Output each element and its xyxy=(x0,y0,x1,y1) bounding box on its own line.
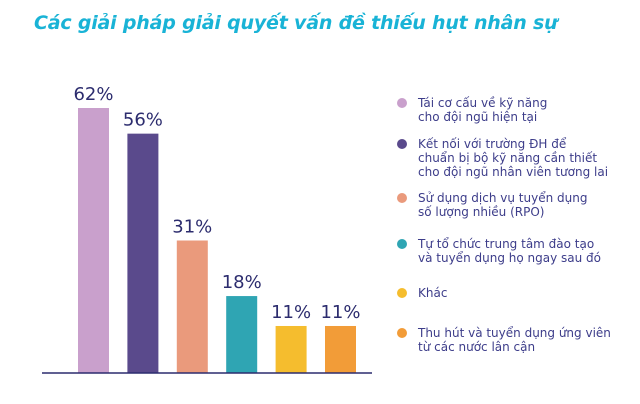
value-label-2: 56% xyxy=(123,110,163,131)
bar-3 xyxy=(176,240,208,373)
legend-label-4-line-2: và tuyển dụng họ ngay sau đó xyxy=(418,251,601,265)
legend-label-2-line-2: chuẩn bị bộ kỹ năng cần thiết xyxy=(418,151,597,165)
legend-label-1-line-1: Tái cơ cấu về kỹ năng xyxy=(417,96,547,110)
bar-1 xyxy=(78,108,109,373)
value-label-4: 18% xyxy=(222,272,262,293)
legend-marker-4 xyxy=(397,239,407,249)
bar-5 xyxy=(275,325,307,373)
legend-label-6-line-1: Thu hút và tuyển dụng ứng viên xyxy=(417,326,611,340)
value-label-6: 11% xyxy=(320,302,360,323)
legend-marker-2 xyxy=(397,139,407,149)
bar-4 xyxy=(226,296,258,373)
legend-label-1-line-2: cho đội ngũ hiện tại xyxy=(418,110,537,124)
legend-label-3-line-1: Sử dụng dịch vụ tuyển dụng xyxy=(418,191,587,205)
legend-marker-1 xyxy=(397,98,407,108)
legend-label-4-line-1: Tự tổ chức trung tâm đào tạo xyxy=(417,237,594,251)
legend-marker-3 xyxy=(397,193,407,203)
legend-label-3-line-2: số lượng nhiều (RPO) xyxy=(418,205,544,219)
legend-label-2-line-3: cho đội ngũ nhân viên tương lai xyxy=(418,165,608,179)
legend-label-6-line-2: từ các nước lân cận xyxy=(418,340,535,354)
value-label-1: 62% xyxy=(73,84,113,105)
legend-marker-6 xyxy=(397,328,407,338)
legend-marker-5 xyxy=(397,288,407,298)
chart-title: Các giải pháp giải quyết vấn đề thiếu hụ… xyxy=(34,12,558,34)
bar-6 xyxy=(325,325,356,373)
value-label-5: 11% xyxy=(271,302,311,323)
value-label-3: 31% xyxy=(172,217,212,238)
legend-label-2-line-1: Kết nối với trường ĐH để xyxy=(418,137,567,151)
bar-2 xyxy=(127,133,159,373)
legend-label-5-line-1: Khác xyxy=(418,286,447,300)
